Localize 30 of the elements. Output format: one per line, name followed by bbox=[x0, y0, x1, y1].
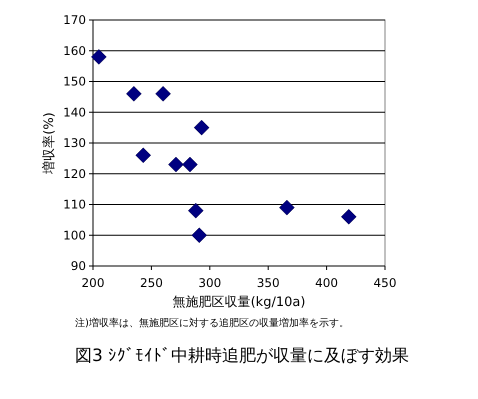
x-tick-label: 300 bbox=[198, 276, 222, 290]
x-tick-label: 400 bbox=[315, 276, 338, 290]
x-tick-label: 250 bbox=[140, 276, 163, 290]
y-tick-label: 160 bbox=[63, 44, 86, 58]
y-tick-label: 170 bbox=[63, 13, 86, 27]
point bbox=[168, 156, 184, 172]
point bbox=[155, 86, 171, 102]
x-axis-title: 無施肥区収量(kg/10a) bbox=[172, 295, 306, 310]
y-tick-label: 130 bbox=[63, 136, 86, 150]
text: 注)増収率は、無施肥区に対する追肥区の収量増加率を示す。 bbox=[75, 317, 349, 329]
y-tick-label: 150 bbox=[63, 74, 86, 88]
x-tick-label: 200 bbox=[82, 276, 104, 290]
y-tick-label: 140 bbox=[63, 105, 86, 120]
point bbox=[194, 120, 210, 136]
y-axis-title: 増収率(%) bbox=[41, 112, 57, 175]
point bbox=[188, 202, 204, 218]
point bbox=[192, 228, 208, 243]
point bbox=[182, 156, 198, 172]
point bbox=[341, 209, 357, 225]
point bbox=[91, 49, 107, 65]
x-tick-label: 350 bbox=[256, 276, 280, 290]
point bbox=[126, 86, 142, 102]
x-tick-label: 450 bbox=[374, 276, 396, 290]
point bbox=[279, 200, 295, 216]
y-tick-label: 110 bbox=[63, 198, 86, 212]
point bbox=[135, 148, 151, 164]
y-tick-label: 90 bbox=[70, 259, 86, 273]
text: 図3 ｼｸﾞﾓｲﾄﾞ中耕時追肥が収量に及ぼす効果 bbox=[75, 346, 410, 366]
y-tick-label: 100 bbox=[63, 228, 86, 242]
y-tick-label: 120 bbox=[63, 166, 86, 181]
